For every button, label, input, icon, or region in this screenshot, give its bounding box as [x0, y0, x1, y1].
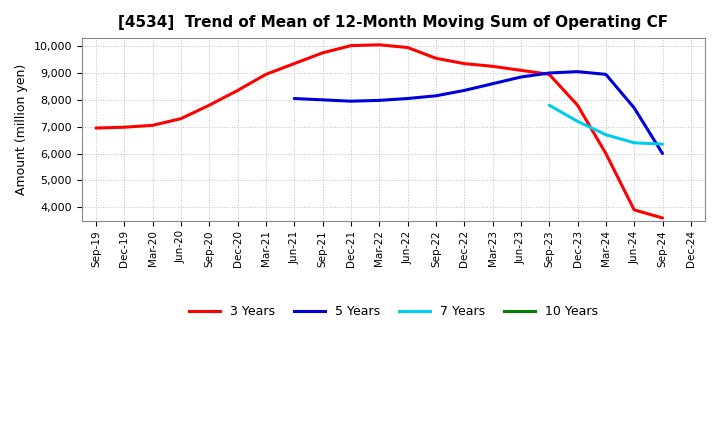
- 7 Years: [630, 140, 639, 146]
- 5 Years: [346, 99, 355, 104]
- 5 Years: [630, 105, 639, 110]
- 7 Years: [658, 142, 667, 147]
- Line: 3 Years: 3 Years: [96, 45, 662, 218]
- 3 Years: [573, 103, 582, 108]
- 3 Years: [91, 125, 100, 131]
- 5 Years: [403, 96, 412, 101]
- 3 Years: [658, 215, 667, 220]
- 5 Years: [290, 96, 299, 101]
- 5 Years: [601, 72, 610, 77]
- 3 Years: [346, 43, 355, 48]
- Line: 5 Years: 5 Years: [294, 72, 662, 154]
- 3 Years: [601, 151, 610, 156]
- 3 Years: [545, 72, 554, 77]
- 3 Years: [403, 45, 412, 50]
- 3 Years: [148, 123, 157, 128]
- 5 Years: [431, 93, 440, 99]
- 3 Years: [120, 125, 129, 130]
- 5 Years: [545, 70, 554, 76]
- 3 Years: [233, 88, 242, 93]
- 7 Years: [545, 103, 554, 108]
- 3 Years: [290, 61, 299, 66]
- 7 Years: [601, 132, 610, 137]
- 3 Years: [318, 50, 327, 55]
- 3 Years: [176, 116, 185, 121]
- 5 Years: [488, 81, 497, 86]
- Legend: 3 Years, 5 Years, 7 Years, 10 Years: 3 Years, 5 Years, 7 Years, 10 Years: [184, 300, 603, 323]
- 3 Years: [205, 103, 214, 108]
- 3 Years: [630, 207, 639, 213]
- 3 Years: [375, 42, 384, 48]
- 3 Years: [431, 55, 440, 61]
- Line: 7 Years: 7 Years: [549, 105, 662, 144]
- 5 Years: [573, 69, 582, 74]
- Y-axis label: Amount (million yen): Amount (million yen): [15, 64, 28, 195]
- 3 Years: [261, 72, 270, 77]
- Title: [4534]  Trend of Mean of 12-Month Moving Sum of Operating CF: [4534] Trend of Mean of 12-Month Moving …: [118, 15, 668, 30]
- 3 Years: [488, 64, 497, 69]
- 5 Years: [516, 74, 525, 80]
- 3 Years: [460, 61, 469, 66]
- 3 Years: [516, 68, 525, 73]
- 5 Years: [318, 97, 327, 103]
- 5 Years: [375, 98, 384, 103]
- 5 Years: [460, 88, 469, 93]
- 7 Years: [573, 119, 582, 124]
- 5 Years: [658, 151, 667, 156]
